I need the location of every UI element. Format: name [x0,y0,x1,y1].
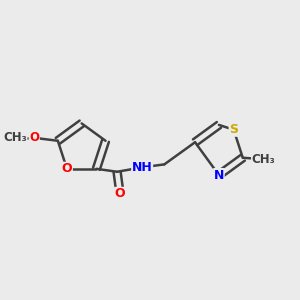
Text: N: N [214,169,224,182]
Text: O: O [61,162,72,175]
Text: CH₃: CH₃ [252,153,275,166]
Text: O: O [29,131,39,144]
Text: CH₃: CH₃ [3,131,27,144]
Text: O: O [115,188,125,200]
Text: NH: NH [132,161,152,174]
Text: S: S [229,123,238,136]
